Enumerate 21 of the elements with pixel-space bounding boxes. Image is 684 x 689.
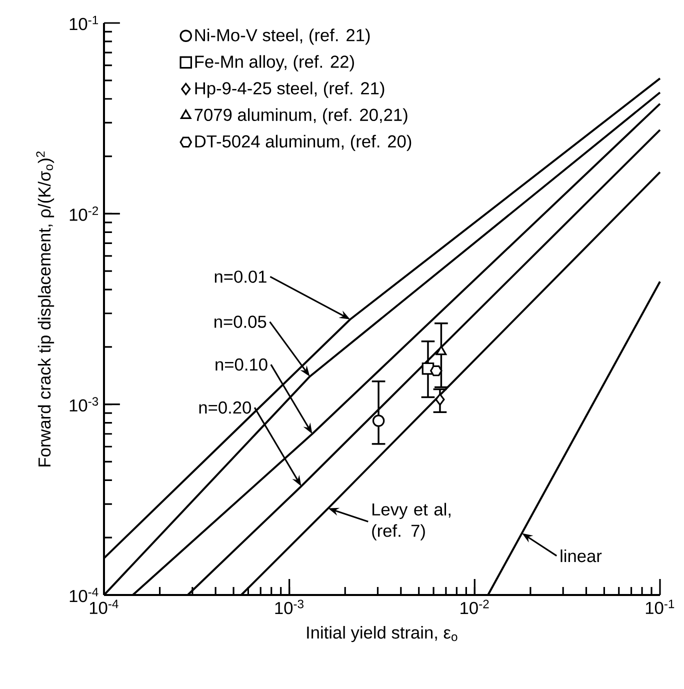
legend-label: Fe-Mn alloy, (ref. 22) [195, 55, 354, 72]
x-tick-label: 10$^{-3}$ [275, 600, 304, 614]
annotation: n=0.20 [199, 401, 251, 414]
y-tick-label: 10$^{-3}$ [70, 397, 98, 412]
y-tick-label: 10$^{-2}$ [70, 206, 98, 221]
annotation: linear [560, 549, 602, 562]
annotation: Levy et al, (ref. 7) [372, 502, 450, 540]
y-axis-title: Forward crack tip displacement, ρ/(K/σ$_{o}$)$^{2}$ [36, 151, 54, 466]
legend-label: Ni-Mo-V steel, (ref. 21) [195, 28, 370, 45]
legend-label: DT-5024 aluminum, (ref. 20) [195, 134, 412, 151]
annotation: n=0.10 [216, 358, 268, 371]
x-axis-title: Initial yield strain, ε$_{o}$ [307, 626, 458, 642]
legend-label: 7079 aluminum, (ref. 20,21) [194, 108, 408, 124]
x-tick-label: 10$^{-1}$ [646, 600, 674, 614]
annotation: n=0.01 [214, 270, 266, 283]
y-tick-label: 10$^{-1}$ [70, 16, 98, 30]
annotation: n=0.05 [214, 316, 266, 328]
y-tick-label: 10$^{-4}$ [70, 588, 98, 602]
x-tick-label: 10$^{-4}$ [90, 600, 118, 614]
legend-label: Hp-9-4-25 steel, (ref. 21) [195, 82, 384, 98]
x-tick-label: 10$^{-2}$ [460, 600, 489, 614]
